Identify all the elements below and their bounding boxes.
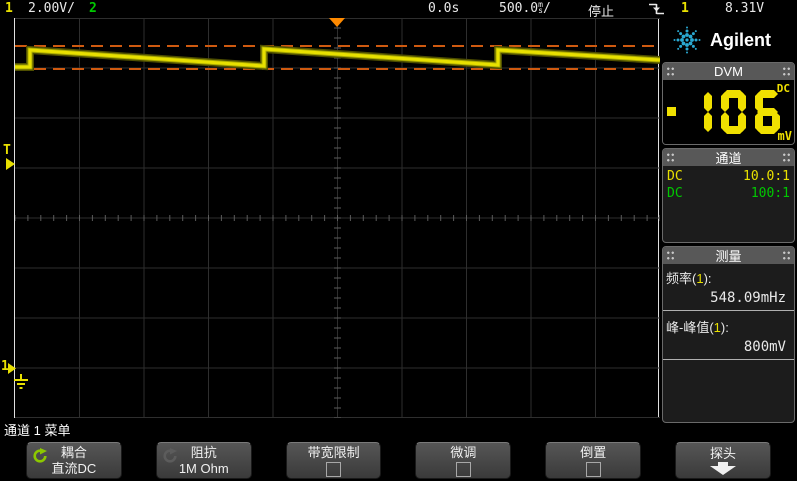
softkey-menu: 耦合 直流DC 阻抗 1M Ohm 带宽限制 微调 倒置 探头 [0,442,797,479]
brand-name: Agilent [710,29,771,50]
channel-info: DC 10.0:1 DC 100:1 [663,166,794,242]
channel-1-indicator: 1 [5,1,13,16]
grip-dots-icon [666,66,675,77]
grip-dots-icon [781,152,791,163]
dvm-unit: mV [777,129,792,143]
grip-dots-icon [781,250,791,261]
time-position: 0.0s [428,1,460,16]
rotate-knob-icon [33,448,47,463]
grip-dots-icon [666,250,675,261]
bandwidth-limit-button[interactable]: 带宽限制 [285,442,382,479]
dvm-section: DVM DC mV [662,62,795,145]
waveform-trace [15,18,660,418]
trigger-level-value: 8.31V [725,1,765,16]
divider [663,310,794,311]
channel-1-scale: 2.00V/ [28,1,75,16]
measurement-peak-to-peak-value: 800mV [743,339,786,355]
coupling-label: 耦合 [60,444,87,460]
channel-1-reference-label: 1 [1,359,9,374]
channel-section: 通道 DC 10.0:1 DC 100:1 [662,148,795,243]
dvm-display: DC mV [663,80,794,144]
dvm-header: DVM [663,63,794,80]
measurement-peak-to-peak-label: 峰-峰值(1): [666,320,729,335]
grip-dots-icon [666,152,675,163]
dvm-title: DVM [714,64,743,79]
bandwidth-limit-label: 带宽限制 [307,444,360,460]
channel-1-coupling: DC [667,169,683,184]
channel-title: 通道 [715,151,742,166]
invert-button[interactable]: 倒置 [545,442,642,479]
channel-2-coupling: DC [667,186,683,201]
dvm-minus-indicator [667,107,676,116]
agilent-logo-icon [673,26,701,54]
channel-header: 通道 [663,149,794,166]
timebase-suffix: / [542,1,551,16]
impedance-label: 阻抗 [190,444,217,460]
trigger-level-marker[interactable] [6,158,15,170]
trigger-level-t-label: T [3,143,11,158]
invert-label: 倒置 [580,444,607,460]
measure-header: 测量 [663,247,794,264]
trigger-source: 1 [681,1,689,16]
measurement-frequency-label: 频率(1): [666,271,712,286]
channel-1-probe-ratio: 10.0:1 [743,169,790,184]
submenu-down-arrow-icon [710,462,737,475]
fine-adjust-label: 微调 [450,444,477,460]
channel-1-row: DC 10.0:1 [663,168,794,185]
run-state: 停止 [588,4,615,19]
coupling-value: 直流DC [51,460,97,476]
falling-edge-trigger-icon [649,3,664,15]
channel-1-ground-marker[interactable] [8,361,32,395]
measure-title: 测量 [715,249,742,264]
dvm-mode: DC [776,82,790,95]
measurement-frequency-value: 548.09mHz [710,290,786,306]
channel-2-indicator: 2 [89,1,97,16]
coupling-button[interactable]: 耦合 直流DC [26,442,122,479]
rotate-knob-icon [163,448,177,463]
channel-2-row: DC 100:1 [663,185,794,202]
impedance-button[interactable]: 阻抗 1M Ohm [155,442,252,479]
fine-adjust-button[interactable]: 微调 [415,442,512,479]
impedance-value: 1M Ohm [178,460,229,476]
side-panel: Agilent DVM DC mV 通道 DC [662,18,795,423]
measure-section: 测量 频率(1): 548.09mHz 峰-峰值(1): 800mV [662,246,795,423]
probe-label: 探头 [710,446,737,461]
grip-dots-icon [781,66,791,77]
channel-2-probe-ratio: 100:1 [750,186,790,201]
status-bar: 1 2.00V/ 2 0.0s 500.0 m s / 停止 1 8.31V [0,0,797,20]
timebase-scale: 500.0 m s / [499,0,551,17]
menu-title: 通道 1 菜单 [4,423,71,438]
fine-adjust-checkbox[interactable] [455,461,471,477]
brand-header: Agilent [662,18,795,62]
waveform-display [14,18,660,418]
timebase-value: 500.0 [499,1,539,16]
probe-button[interactable]: 探头 [675,442,771,479]
measurements: 频率(1): 548.09mHz 峰-峰值(1): 800mV [663,264,794,422]
invert-checkbox[interactable] [585,461,601,477]
bandwidth-limit-checkbox[interactable] [326,461,342,477]
divider [663,359,794,360]
dvm-value [704,90,780,134]
